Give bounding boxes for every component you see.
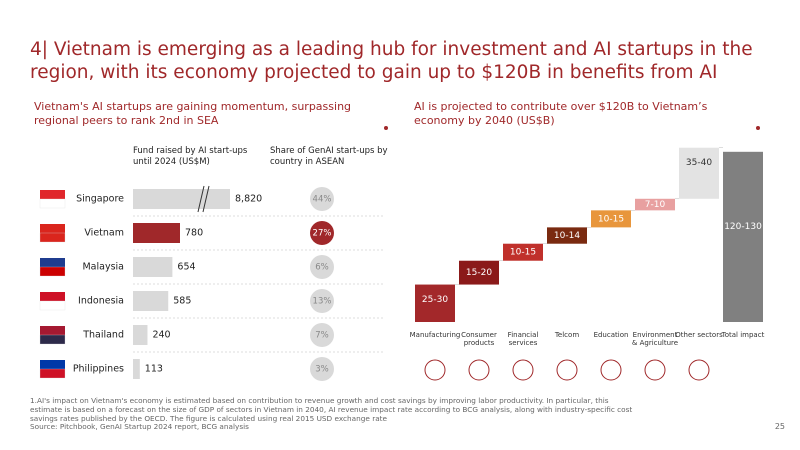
share-circle [310, 289, 334, 313]
category-label: Vietnam [84, 228, 124, 239]
share-circle [310, 221, 334, 245]
bar [133, 189, 230, 209]
bar [133, 223, 180, 243]
waterfall-bar [635, 198, 675, 211]
sector-icon [468, 359, 490, 381]
flag [40, 360, 65, 369]
flag [40, 190, 65, 199]
category-label: Manufacturing [409, 331, 461, 339]
value-label: 10-15 [510, 248, 536, 258]
column-header: Fund raised by AI start-ups until 2024 (… [133, 146, 248, 167]
value-label: 654 [177, 262, 195, 273]
category-label: Total impact [721, 331, 765, 339]
flag [40, 258, 65, 267]
dot [756, 126, 760, 130]
footnote: 1.AI's impact on Vietnam's economy is es… [30, 396, 633, 423]
sector-icon [556, 359, 578, 381]
category-label: Philippines [73, 364, 124, 375]
flag [39, 300, 66, 311]
bar [133, 359, 140, 379]
category-label: Education [593, 331, 629, 339]
waterfall-bar [547, 227, 587, 244]
share-label: 44% [313, 195, 332, 205]
sector-icon [424, 359, 446, 381]
category-label: Other sectors [675, 331, 723, 339]
value-label: 15-20 [466, 268, 492, 278]
value-label: 35-40 [686, 158, 712, 168]
dot [384, 126, 388, 130]
flag [40, 326, 65, 335]
waterfall-bar [503, 243, 543, 261]
value-label: 10-14 [554, 231, 580, 241]
value-label: 240 [152, 330, 170, 341]
sector-icon [512, 359, 534, 381]
share-circle [310, 323, 334, 347]
sector-icon [600, 359, 622, 381]
bar [133, 325, 148, 345]
category-label: Singapore [76, 194, 124, 205]
category-label: Consumer products [461, 331, 497, 347]
waterfall-bar [459, 260, 499, 285]
flag [40, 224, 65, 233]
subtitle: Vietnam's AI startups are gaining moment… [34, 100, 352, 127]
share-circle [310, 255, 334, 279]
share-circle [310, 187, 334, 211]
category-label: Malaysia [82, 262, 124, 273]
title: 4| Vietnam is emerging as a leading hub … [30, 39, 753, 83]
category-label: Thailand [82, 330, 124, 341]
value-label: 25-30 [422, 295, 448, 305]
value-label: 113 [145, 364, 163, 375]
waterfall-bar [723, 151, 763, 322]
share-label: 6% [315, 263, 329, 273]
bar [133, 257, 173, 277]
sector-icon [688, 359, 710, 381]
value-label: 8,820 [235, 194, 262, 205]
category-label: Telcom [554, 331, 580, 339]
value-label: 7-10 [645, 200, 666, 210]
source: Source: Pitchbook, GenAI Startup 2024 re… [30, 422, 249, 431]
column-header: Share of GenAI start-ups by country in A… [270, 146, 388, 167]
flag [39, 232, 66, 243]
waterfall-bar [591, 210, 631, 228]
share-label: 27% [313, 229, 332, 239]
share-label: 13% [313, 297, 332, 307]
flag [39, 368, 66, 379]
share-label: 3% [315, 365, 329, 375]
sector-icon [644, 359, 666, 381]
subtitle: AI is projected to contribute over $120B… [414, 100, 708, 127]
category-label: Environment & Agriculture [631, 331, 679, 347]
flag [40, 292, 65, 301]
value-label: 780 [185, 228, 203, 239]
value-label: 120-130 [724, 222, 762, 232]
axis-break [202, 185, 210, 213]
waterfall-bar [679, 147, 719, 199]
page-number: 25 [774, 422, 785, 431]
value-label: 585 [173, 296, 191, 307]
axis-break [197, 185, 205, 213]
flag [39, 266, 66, 277]
bar [133, 291, 169, 311]
share-label: 7% [315, 331, 329, 341]
share-circle [310, 357, 334, 381]
category-label: Indonesia [78, 296, 124, 307]
flag [39, 198, 66, 209]
waterfall-bar [415, 284, 455, 322]
value-label: 10-15 [598, 214, 624, 224]
category-label: Financial services [507, 331, 539, 347]
flag [39, 334, 66, 345]
